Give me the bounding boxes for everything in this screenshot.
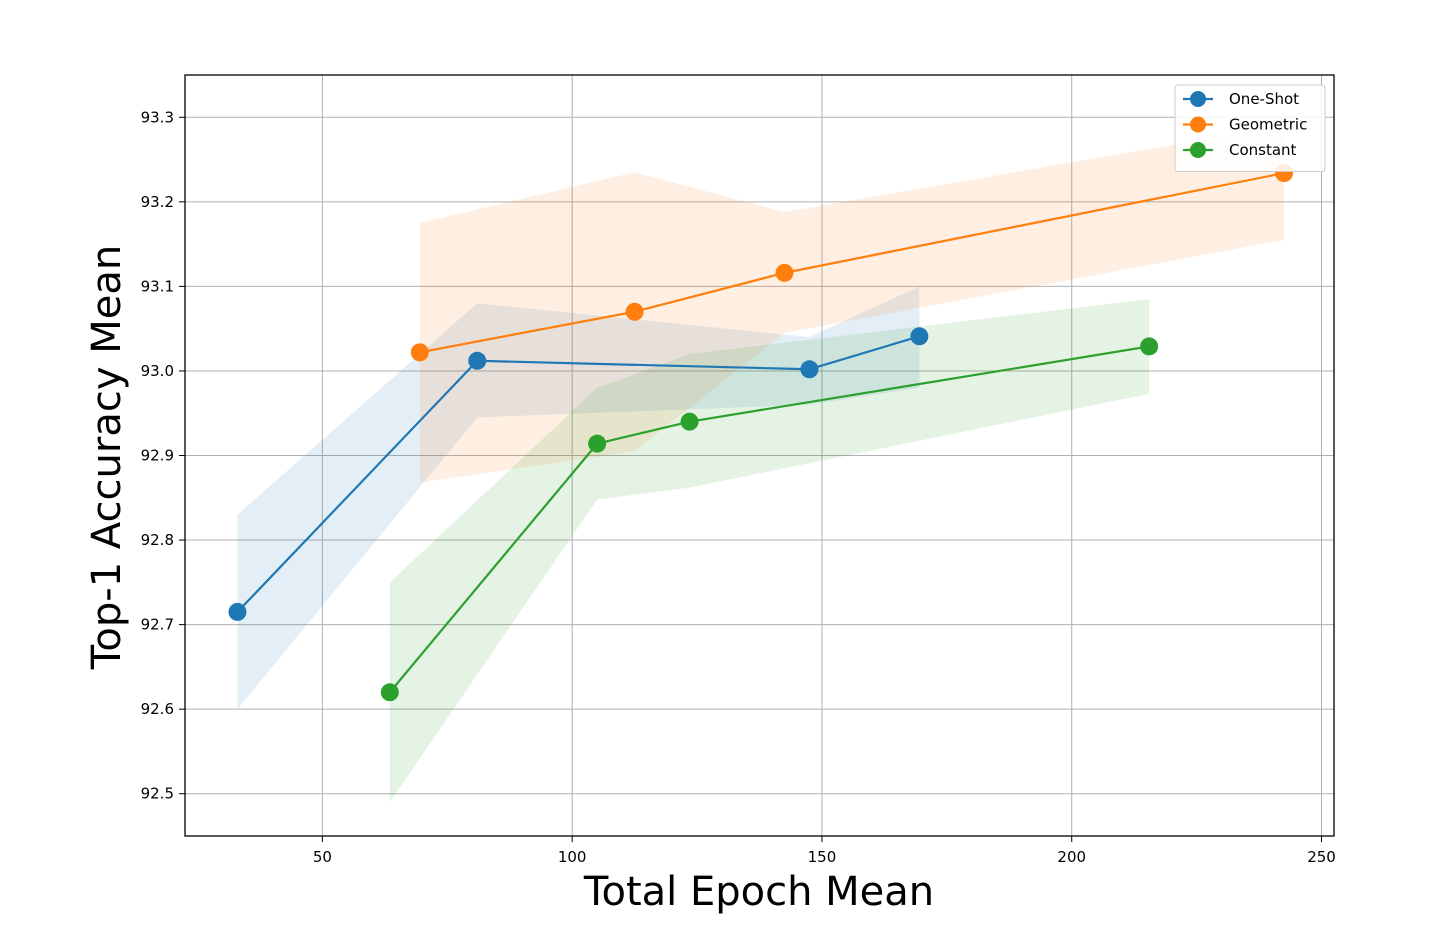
constant-point bbox=[680, 412, 699, 431]
constant-point bbox=[380, 683, 399, 702]
legend-one-shot-label: One-Shot bbox=[1229, 90, 1299, 108]
grid bbox=[185, 75, 1334, 836]
y-axis-title: Top-1 Accuracy Mean bbox=[84, 245, 130, 670]
legend-one-shot-marker bbox=[1190, 91, 1206, 107]
y-tick-label: 92.9 bbox=[141, 447, 174, 465]
legend-geometric-label: Geometric bbox=[1229, 116, 1307, 134]
geometric-point bbox=[775, 263, 794, 282]
geometric-line bbox=[419, 172, 1285, 354]
x-tick-label: 200 bbox=[1057, 848, 1086, 866]
series-markers bbox=[228, 164, 1294, 702]
constant-point bbox=[1140, 337, 1159, 356]
geometric-point bbox=[625, 302, 644, 321]
legend-constant-label: Constant bbox=[1229, 141, 1297, 159]
one-shot-point bbox=[468, 351, 487, 370]
one-shot-line bbox=[236, 335, 920, 613]
x-tick-label: 100 bbox=[558, 848, 587, 866]
series-lines bbox=[236, 172, 1285, 693]
constant-band bbox=[389, 299, 1150, 803]
y-tick-label: 93.0 bbox=[141, 362, 174, 380]
legend-constant-marker bbox=[1190, 142, 1206, 158]
y-tick-label: 93.2 bbox=[141, 193, 174, 211]
y-tick-label: 93.3 bbox=[141, 108, 174, 126]
one-shot-point bbox=[228, 602, 247, 621]
x-axis-title: Total Epoch Mean bbox=[583, 869, 934, 915]
y-tick-label: 92.5 bbox=[141, 785, 174, 803]
axis-ticks: 50 100 150 200 250 92.5 92.6 92.7 92.8 92.9 93.0 93… bbox=[141, 108, 1336, 866]
y-tick-label: 92.7 bbox=[141, 616, 174, 634]
x-tick-label: 50 bbox=[313, 848, 332, 866]
legend: One-Shot Geometric Constant bbox=[1174, 84, 1326, 172]
legend-geometric-marker bbox=[1190, 116, 1206, 133]
one-shot-band bbox=[237, 286, 920, 710]
constant-line bbox=[388, 345, 1150, 693]
one-shot-point bbox=[800, 360, 819, 379]
confidence-bands bbox=[237, 125, 1285, 803]
y-tick-label: 93.1 bbox=[141, 277, 174, 295]
one-shot-point bbox=[910, 327, 929, 346]
x-tick-label: 150 bbox=[808, 848, 837, 866]
y-tick-label: 92.6 bbox=[141, 700, 174, 718]
geometric-point bbox=[410, 343, 429, 362]
x-tick-label: 250 bbox=[1307, 848, 1336, 866]
constant-point bbox=[588, 434, 607, 453]
y-tick-label: 92.8 bbox=[141, 531, 174, 549]
geometric-band bbox=[419, 125, 1285, 483]
